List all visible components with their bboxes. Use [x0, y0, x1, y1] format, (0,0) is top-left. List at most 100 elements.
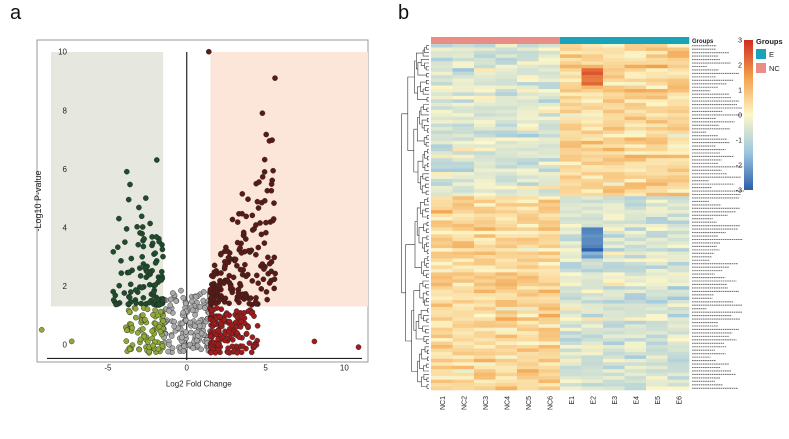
heat-cell [624, 147, 647, 152]
heat-cell [603, 327, 625, 332]
heat-cell [581, 68, 604, 72]
point-up-sig [259, 261, 266, 267]
heat-cell [517, 210, 539, 214]
heat-cell [624, 237, 647, 242]
heat-cell [560, 383, 582, 387]
heat-cell [624, 71, 647, 76]
heat-cell [581, 251, 604, 256]
heat-cell [474, 185, 496, 190]
heat-cell [495, 341, 518, 346]
heat-cell [603, 210, 625, 214]
heat-cell [624, 123, 647, 128]
annotation-cell [517, 37, 539, 44]
point-up-sig [234, 219, 241, 225]
heat-cell [538, 151, 561, 156]
heat-cell [603, 109, 625, 114]
point-down-sig [126, 269, 132, 276]
heat-cell [560, 220, 582, 225]
heat-cell [667, 144, 690, 149]
heat-cell [646, 248, 668, 252]
heat-cell [474, 168, 496, 173]
heat-cell [495, 362, 518, 367]
heat-cell [646, 120, 668, 124]
heat-cell [538, 133, 561, 138]
heat-cell [581, 64, 604, 69]
heat-cell [624, 61, 647, 66]
heat-cell [560, 106, 582, 111]
heat-cell [624, 44, 647, 48]
point-ns [168, 333, 175, 339]
point-up-sig [265, 270, 272, 277]
point-down-sig [138, 213, 145, 220]
heat-cell [624, 248, 647, 252]
heat-cell [517, 206, 539, 211]
dendrogram-branch [426, 377, 429, 382]
point-up-sig [218, 293, 224, 299]
heat-cell [667, 220, 690, 225]
heat-cell [517, 144, 539, 149]
heat-cell [538, 154, 561, 159]
heat-cell [667, 306, 690, 311]
point-down-sig [142, 265, 148, 272]
heat-cell [431, 251, 453, 256]
point-up-sig [236, 299, 242, 306]
heat-cell [560, 203, 582, 207]
heat-cell [624, 300, 647, 304]
point-down-sig [125, 196, 132, 203]
heat-cell [474, 358, 496, 363]
heat-cell [581, 313, 604, 318]
heat-cell [538, 286, 561, 290]
dendrogram-branch [426, 384, 429, 389]
point-up-sig [207, 299, 214, 306]
heat-cell [581, 213, 604, 218]
point-up-sig [257, 220, 263, 226]
heat-cell [581, 210, 604, 214]
heat-cell [517, 109, 539, 114]
point-down-fc [139, 312, 146, 318]
heat-cell [495, 258, 518, 263]
heat-cell [452, 248, 475, 252]
heat-cell [431, 44, 453, 48]
heat-cell [624, 383, 647, 387]
heat-cell [581, 265, 604, 270]
heat-cell [603, 175, 625, 180]
heat-cell [667, 223, 690, 228]
y-tick-label: 2 [63, 282, 68, 291]
heat-cell [560, 57, 582, 62]
dendrogram-branch [424, 346, 429, 353]
heat-cell [581, 106, 604, 111]
dendrogram-branch [427, 197, 429, 202]
point-up-fc [246, 340, 253, 346]
heat-cell [431, 227, 453, 232]
heat-cell [667, 213, 690, 218]
heat-cell [646, 130, 668, 135]
heat-cell [581, 358, 604, 363]
heat-cell [495, 54, 518, 59]
heat-cell [495, 265, 518, 270]
heat-cell [452, 61, 475, 66]
dendrogram-branch [426, 73, 429, 78]
heat-cell [517, 241, 539, 245]
heat-cell [581, 82, 604, 86]
heat-cell [560, 289, 582, 294]
heat-cell [431, 203, 453, 207]
dendrogram-branch [426, 249, 429, 254]
heat-cell [495, 61, 518, 66]
heat-cell [517, 369, 539, 373]
point-ns [200, 289, 207, 295]
heat-cell [667, 286, 690, 290]
heat-cell [560, 95, 582, 100]
heat-cell [560, 320, 582, 325]
heat-cell [538, 64, 561, 69]
heat-cell [667, 379, 690, 384]
heat-cell [624, 258, 647, 263]
heat-cell [538, 237, 561, 242]
heat-cell [560, 272, 582, 277]
heat-cell [646, 147, 668, 152]
heat-cell [495, 251, 518, 256]
heat-cell [667, 383, 690, 387]
heat-cell [581, 244, 604, 249]
heat-cell [474, 258, 496, 263]
point-ns [171, 323, 177, 330]
heat-cell [517, 310, 539, 315]
